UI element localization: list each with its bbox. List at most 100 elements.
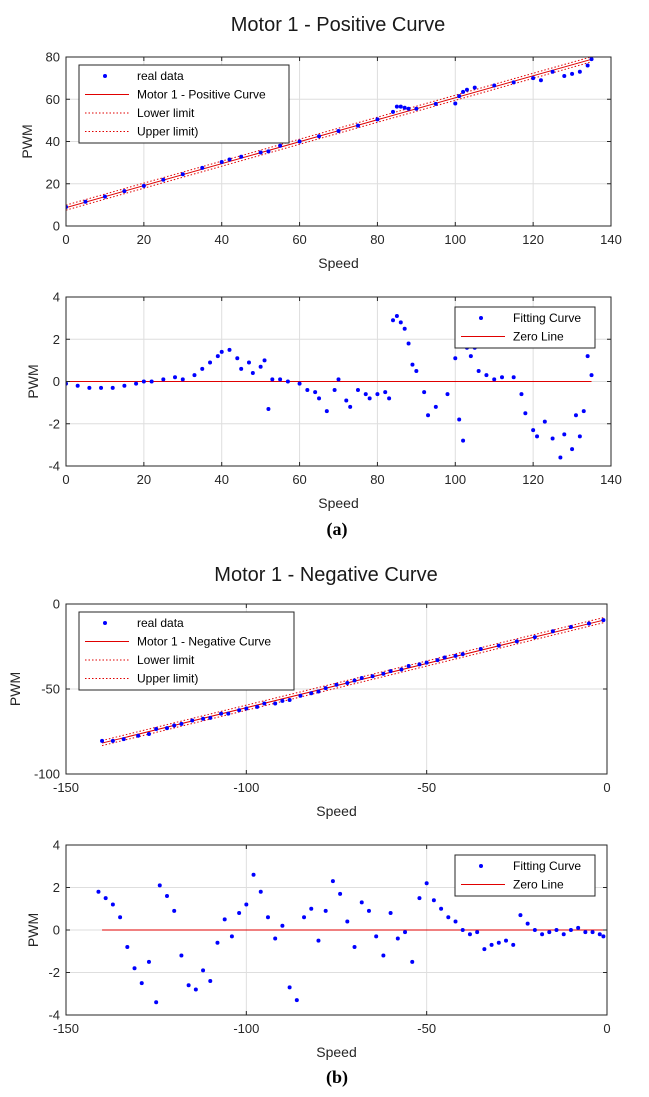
data-point xyxy=(266,149,271,154)
data-point xyxy=(102,194,107,199)
data-point xyxy=(461,89,466,94)
data-point xyxy=(406,341,411,346)
data-point xyxy=(154,1000,159,1005)
y-tick-label: 2 xyxy=(53,880,60,895)
legend-label: Fitting Curve xyxy=(513,311,581,325)
chart-pos-res: 0 20 40 60 80 100 120 140 -4 -2 0 2 4 Speed PWM Fitting… xyxy=(25,290,622,512)
data-point xyxy=(309,691,314,696)
legend-box xyxy=(78,64,290,144)
data-point xyxy=(391,109,395,114)
data-point xyxy=(388,669,393,674)
x-tick-label: -100 xyxy=(233,1021,259,1036)
y-axis-label: PWM xyxy=(7,672,23,706)
y-tick-label: -2 xyxy=(48,965,60,980)
lower-limit-line xyxy=(66,61,592,211)
data-point xyxy=(547,930,552,935)
data-point xyxy=(157,883,162,888)
data-point xyxy=(431,898,436,903)
y-tick-label: 0 xyxy=(53,923,60,938)
x-tick-label: -100 xyxy=(233,780,259,795)
data-point xyxy=(568,928,573,932)
data-point xyxy=(227,157,232,162)
y-tick-label: 4 xyxy=(53,838,60,853)
data-point xyxy=(492,83,497,88)
data-point xyxy=(406,106,411,111)
x-tick-label: 60 xyxy=(292,232,306,247)
data-point xyxy=(417,662,422,667)
data-point xyxy=(442,655,447,660)
data-point xyxy=(309,906,314,911)
data-point xyxy=(518,913,523,918)
legend-box xyxy=(454,854,596,897)
data-point xyxy=(410,362,415,367)
data-point xyxy=(280,923,285,928)
x-tick-label: -50 xyxy=(417,1021,436,1036)
data-point xyxy=(180,172,185,177)
data-point xyxy=(519,392,524,397)
data-point xyxy=(398,320,403,325)
x-tick-label: 100 xyxy=(444,472,466,487)
data-point xyxy=(190,718,195,723)
data-point xyxy=(475,930,480,935)
data-point xyxy=(585,63,590,68)
data-point xyxy=(461,438,466,443)
x-tick-label: -150 xyxy=(53,780,79,795)
legend-label: Motor 1 - Negative Curve xyxy=(137,635,271,649)
data-point xyxy=(229,934,234,939)
data-point xyxy=(146,959,151,964)
data-point xyxy=(270,377,275,382)
data-point xyxy=(414,368,419,373)
data-point xyxy=(125,945,130,949)
data-point xyxy=(468,354,473,359)
x-tick-label: 140 xyxy=(600,472,622,487)
legend-label: real data xyxy=(137,616,184,630)
y-tick-label: -4 xyxy=(48,459,60,474)
data-point xyxy=(601,934,606,939)
data-point xyxy=(383,390,388,395)
data-point xyxy=(583,930,588,935)
data-point xyxy=(457,94,462,99)
data-point xyxy=(122,383,127,388)
legend-box xyxy=(454,306,596,349)
data-point xyxy=(118,915,123,920)
x-tick-label: 120 xyxy=(522,472,544,487)
data-point xyxy=(227,347,232,352)
x-tick-label: 40 xyxy=(214,232,228,247)
x-tick-label: 40 xyxy=(214,472,228,487)
data-point xyxy=(414,106,419,111)
data-point xyxy=(367,396,372,401)
data-point xyxy=(511,942,516,947)
data-point xyxy=(445,392,450,397)
data-point xyxy=(273,701,278,706)
data-point xyxy=(146,732,151,737)
legend: Fitting Curve Zero Line xyxy=(454,854,596,897)
data-point xyxy=(313,390,318,395)
legend: real data Motor 1 - Negative Curve Lower l… xyxy=(78,611,295,691)
data-point xyxy=(99,385,104,390)
data-point xyxy=(426,413,431,418)
data-point xyxy=(262,701,267,706)
data-point xyxy=(453,653,458,658)
data-point xyxy=(589,57,594,62)
y-axis-label: PWM xyxy=(25,364,41,398)
data-point xyxy=(280,698,285,703)
data-point xyxy=(164,726,169,731)
data-point xyxy=(446,915,451,920)
data-point xyxy=(154,726,159,731)
x-axis-label: Speed xyxy=(316,1044,356,1060)
data-point xyxy=(334,682,339,687)
data-point xyxy=(121,737,126,742)
data-point xyxy=(134,381,139,386)
data-point xyxy=(215,354,220,359)
data-point xyxy=(504,938,509,943)
data-point xyxy=(395,936,400,941)
data-point xyxy=(532,635,537,640)
data-point xyxy=(532,928,537,932)
data-point xyxy=(239,366,244,371)
x-axis-label: Speed xyxy=(318,495,358,511)
data-point xyxy=(122,189,127,194)
data-point xyxy=(435,658,440,663)
data-point xyxy=(265,915,270,920)
data-point xyxy=(457,417,462,422)
data-point xyxy=(489,942,494,947)
